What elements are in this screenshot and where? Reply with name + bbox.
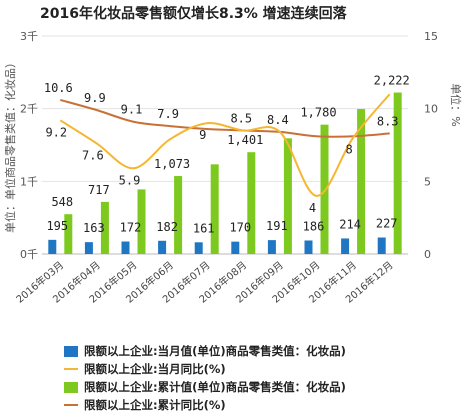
data-label-cumulative-yoy: 8.5 xyxy=(230,111,252,125)
data-label-monthly: 182 xyxy=(156,220,178,234)
legend-line-swatch xyxy=(64,368,78,370)
bar-monthly xyxy=(194,242,203,254)
legend-item[interactable]: 限额以上企业:当月同比(%) xyxy=(64,361,464,377)
data-label-monthly: 172 xyxy=(120,221,142,235)
y-right-tick-label: 0 xyxy=(424,248,431,261)
legend-label: 限额以上企业:累计值(单位)商品零售类值：化妆品) xyxy=(84,380,346,394)
bar-cumulative xyxy=(210,164,219,254)
chart-title: 2016年化妆品零售额仅增长8.3% 增速连续回落 xyxy=(40,5,348,22)
bar-cumulative xyxy=(100,201,109,254)
data-label-cumulative-yoy: 7.9 xyxy=(157,107,179,121)
data-label-monthly: 170 xyxy=(229,221,251,235)
bar-cumulative xyxy=(283,138,292,254)
data-label-monthly-yoy: 7.6 xyxy=(82,149,104,163)
bar-monthly xyxy=(84,242,93,254)
series-line-cumulative-yoy xyxy=(60,98,390,138)
data-label-cumulative: 1,073 xyxy=(154,157,190,171)
data-label-cumulative: 717 xyxy=(88,183,110,197)
bar-monthly xyxy=(48,239,57,254)
bar-cumulative xyxy=(174,176,183,254)
bar-monthly xyxy=(121,241,130,254)
data-label-monthly-yoy: 9.2 xyxy=(45,125,67,139)
y-right-tick-label: 5 xyxy=(424,175,431,188)
bar-monthly xyxy=(158,240,167,254)
bar-cumulative xyxy=(64,214,73,254)
legend-label: 限额以上企业:当月同比(%) xyxy=(84,362,226,376)
bar-monthly xyxy=(377,237,386,254)
bar-cumulative xyxy=(320,124,329,254)
legend: 限额以上企业:当月值(单位)商品零售类值：化妆品) 限额以上企业:当月同比(%) 限… xyxy=(64,343,464,415)
data-label-monthly: 191 xyxy=(266,219,288,233)
data-label-monthly-yoy: 8 xyxy=(345,143,352,157)
data-label-cumulative-yoy: 8.3 xyxy=(377,114,399,128)
data-label-monthly-yoy: 4 xyxy=(309,201,316,215)
data-label-monthly: 186 xyxy=(303,219,325,233)
data-label-cumulative-yoy: 10.6 xyxy=(44,81,73,95)
legend-item[interactable]: 限额以上企业:当月值(单位)商品零售类值：化妆品) xyxy=(64,343,464,359)
legend-label: 限额以上企业:累计同比(%) xyxy=(84,398,226,412)
data-label-cumulative-yoy: 8.4 xyxy=(267,113,289,127)
data-label-cumulative-yoy: 9.1 xyxy=(121,103,143,117)
bar-monthly xyxy=(304,240,313,254)
series-line-monthly-yoy xyxy=(59,93,391,197)
data-label-monthly: 214 xyxy=(339,217,361,231)
y-right-tick-label: 10 xyxy=(424,103,438,116)
data-label-monthly: 227 xyxy=(376,217,398,231)
data-label-monthly-yoy: 5.9 xyxy=(119,173,141,187)
bar-monthly xyxy=(267,240,276,254)
data-label-cumulative-yoy: 9.9 xyxy=(84,91,106,105)
legend-line-swatch xyxy=(64,404,78,406)
y-right-tick-label: 15 xyxy=(424,30,438,43)
bar-monthly xyxy=(231,241,240,254)
data-label-cumulative: 2,222 xyxy=(374,74,410,88)
bar-cumulative xyxy=(247,152,256,254)
data-label-cumulative: 1,401 xyxy=(227,133,263,147)
bar-cumulative xyxy=(393,92,402,254)
y-right-axis-title: 单位：% xyxy=(449,83,463,126)
legend-item[interactable]: 限额以上企业:累计同比(%) xyxy=(64,397,464,413)
legend-swatch xyxy=(64,381,78,393)
legend-item[interactable]: 限额以上企业:累计值(单位)商品零售类值：化妆品) xyxy=(64,379,464,395)
bar-cumulative xyxy=(357,109,366,254)
legend-label: 限额以上企业:当月值(单位)商品零售类值：化妆品) xyxy=(84,344,346,358)
legend-swatch xyxy=(64,345,78,357)
data-label-cumulative: 548 xyxy=(51,195,73,209)
y-left-tick-label: 0千 xyxy=(20,248,38,261)
data-label-monthly-yoy: 9 xyxy=(199,128,206,142)
data-label-cumulative: 1,780 xyxy=(300,106,336,120)
bar-monthly xyxy=(341,238,350,254)
y-left-axis-title: 单位：单位商品零售类值：化妆品） xyxy=(3,57,17,233)
data-label-monthly: 161 xyxy=(193,221,215,235)
bar-cumulative xyxy=(137,189,146,254)
y-left-tick-label: 1千 xyxy=(20,175,38,188)
data-label-monthly: 163 xyxy=(83,221,105,235)
y-left-tick-label: 3千 xyxy=(20,30,38,43)
data-label-monthly: 195 xyxy=(46,219,68,233)
y-left-tick-label: 2千 xyxy=(20,103,38,116)
